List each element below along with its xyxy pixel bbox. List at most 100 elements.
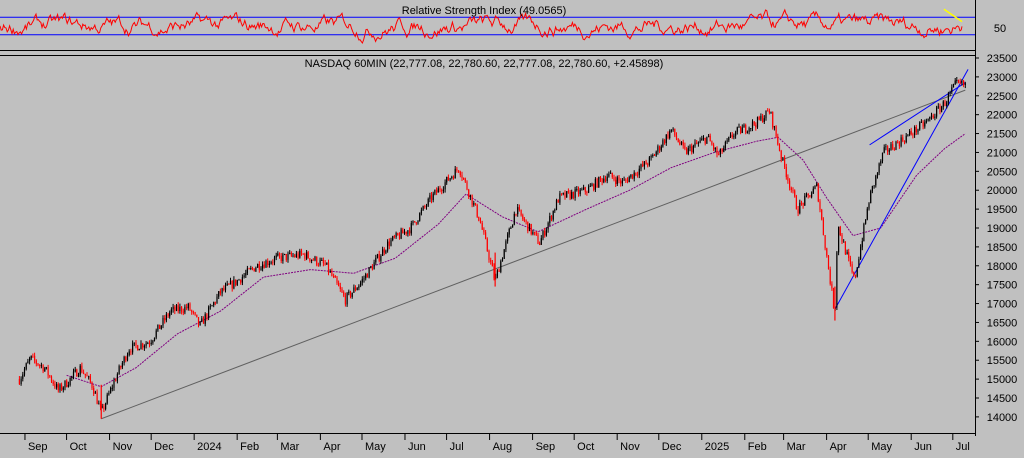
- candle-body: [258, 264, 260, 270]
- candle-body: [839, 226, 841, 235]
- candle-body: [32, 355, 34, 357]
- candle-body: [770, 112, 772, 113]
- candle-body: [353, 287, 355, 293]
- price-tick-label: 14500: [987, 393, 1018, 405]
- candle-body: [826, 248, 828, 256]
- candle-body: [54, 383, 56, 388]
- candle-body: [278, 253, 281, 256]
- candle-body: [476, 204, 478, 217]
- candle-body: [912, 134, 914, 136]
- candle-body: [628, 177, 630, 183]
- candle-body: [929, 117, 931, 119]
- candle-body: [147, 343, 149, 345]
- candle-body: [664, 140, 666, 144]
- candle-body: [736, 127, 738, 132]
- candle-body: [792, 190, 794, 192]
- candle-body: [373, 262, 375, 270]
- candle-body: [327, 262, 330, 273]
- candle-body: [219, 291, 221, 294]
- candle-body: [224, 285, 227, 290]
- time-tick-label: 2025: [705, 441, 729, 453]
- candle-body: [790, 187, 792, 191]
- candle-body: [363, 278, 365, 280]
- candle-body: [811, 193, 813, 198]
- candle-body: [285, 254, 287, 260]
- candle-body: [400, 229, 402, 239]
- time-tick-label: Mar: [280, 441, 299, 453]
- time-tick-label: Apr: [323, 441, 340, 453]
- candle-body: [782, 157, 784, 159]
- candle-body: [159, 324, 161, 329]
- time-tick-label: May: [365, 441, 386, 453]
- candle-body: [403, 231, 406, 234]
- candle-body: [226, 283, 228, 286]
- time-tick-label: Jun: [914, 441, 932, 453]
- time-tick-label: Dec: [154, 441, 174, 453]
- candle-body: [643, 161, 645, 167]
- time-axis: Sep Oct Nov Dec 2024 Feb Mar Apr May Jun Jul Aug Sep…: [24, 433, 970, 453]
- candle-body: [44, 368, 46, 372]
- candle-body: [777, 136, 779, 145]
- candle-body: [430, 195, 433, 201]
- price-tick-label: 14000: [987, 412, 1018, 424]
- candle-body: [785, 167, 787, 178]
- candle-body: [361, 279, 363, 283]
- candle-body: [892, 144, 894, 149]
- candle-body: [520, 209, 522, 216]
- candle-body: [370, 266, 372, 268]
- candle-body: [870, 191, 872, 204]
- candle-body: [461, 175, 463, 178]
- price-tick-label: 16500: [987, 317, 1018, 329]
- candle-body: [902, 137, 904, 141]
- candle-body: [604, 178, 607, 181]
- candle-body: [522, 215, 524, 220]
- candle-body: [160, 325, 162, 329]
- candle-body: [738, 126, 740, 128]
- candle-body: [392, 236, 394, 241]
- candle-body: [265, 260, 267, 268]
- candle-body: [29, 358, 31, 362]
- candle-body: [294, 255, 296, 257]
- candle-body: [875, 175, 877, 186]
- candle-body: [385, 250, 387, 253]
- candle-body: [262, 264, 264, 269]
- candle-body: [503, 249, 505, 259]
- candle-body: [299, 250, 301, 258]
- candle-body: [199, 321, 201, 326]
- candle-body: [133, 342, 135, 344]
- candle-body: [574, 189, 576, 198]
- candle-body: [773, 126, 775, 128]
- candle-body: [672, 128, 674, 130]
- candle-body: [831, 283, 833, 289]
- candle-body: [635, 172, 637, 175]
- candle-body: [584, 187, 586, 192]
- candle-body: [324, 263, 326, 265]
- candle-body: [775, 126, 777, 137]
- candle-body: [878, 163, 880, 173]
- candle-body: [611, 172, 613, 178]
- candle-body: [267, 260, 269, 265]
- candle-body: [483, 229, 485, 233]
- candle-body: [691, 146, 693, 153]
- candle-body: [836, 252, 838, 308]
- candle-body: [437, 188, 439, 193]
- candle-body: [255, 267, 257, 272]
- candle-body: [488, 250, 490, 260]
- candle-body: [223, 288, 225, 290]
- candle-body: [888, 150, 890, 152]
- candle-body: [603, 178, 605, 183]
- candle-body: [343, 292, 345, 296]
- candle-body: [260, 268, 262, 270]
- candle-body: [62, 387, 64, 390]
- candle-body: [91, 382, 93, 388]
- candle-body: [243, 275, 245, 278]
- candle-body: [123, 356, 125, 363]
- candle-body: [662, 140, 664, 147]
- candle-body: [360, 282, 362, 286]
- candle-body: [883, 147, 885, 153]
- candle-body: [760, 116, 762, 120]
- candle-body: [694, 142, 696, 146]
- candle-body: [598, 176, 600, 188]
- candle-body: [110, 387, 112, 394]
- candle-body: [653, 155, 656, 156]
